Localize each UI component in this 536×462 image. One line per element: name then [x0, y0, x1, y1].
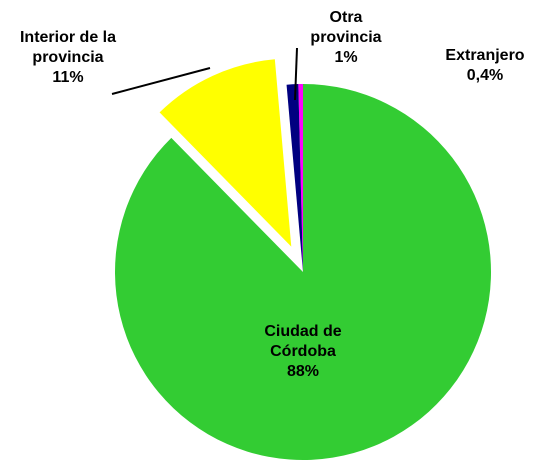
- slice-label: Otra provincia 1%: [296, 8, 396, 68]
- pie-slice: [298, 84, 303, 272]
- value-label: 0,4%: [466, 67, 504, 84]
- value-label: 11%: [52, 69, 84, 86]
- leader-line: [111, 67, 211, 95]
- pie-slice: [115, 84, 492, 461]
- category-label: Ciudad de Córdoba: [264, 323, 342, 360]
- slice-label: Ciudad de Córdoba 88%: [238, 322, 368, 382]
- leader-line: [294, 47, 298, 101]
- pie-slice: [286, 84, 303, 272]
- value-label: 1%: [334, 49, 358, 66]
- slice-label: Interior de la provincia 11%: [18, 28, 118, 88]
- value-label: 88%: [286, 363, 320, 380]
- category-label: Interior de la provincia: [19, 29, 117, 66]
- category-label: Otra provincia: [310, 9, 382, 46]
- pie-slice: [159, 59, 292, 247]
- category-label: Extranjero: [445, 47, 525, 64]
- slice-label: Extranjero 0,4%: [444, 46, 526, 86]
